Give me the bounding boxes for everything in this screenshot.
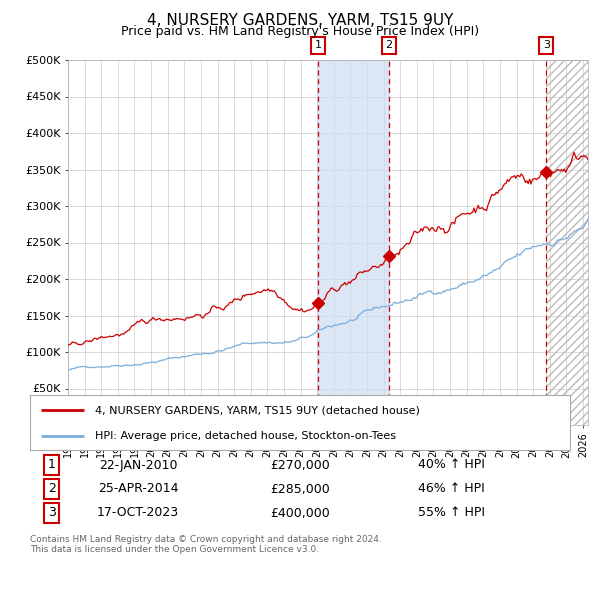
Text: 2: 2 [385, 40, 392, 50]
Text: 17-OCT-2023: 17-OCT-2023 [97, 506, 179, 520]
Text: Contains HM Land Registry data © Crown copyright and database right 2024.
This d: Contains HM Land Registry data © Crown c… [30, 535, 382, 555]
Text: £285,000: £285,000 [270, 483, 330, 496]
Text: 46% ↑ HPI: 46% ↑ HPI [418, 483, 485, 496]
Text: 3: 3 [47, 506, 56, 520]
Text: 2: 2 [47, 483, 56, 496]
Text: 1: 1 [47, 458, 56, 471]
Text: Price paid vs. HM Land Registry's House Price Index (HPI): Price paid vs. HM Land Registry's House … [121, 25, 479, 38]
Text: 25-APR-2014: 25-APR-2014 [98, 483, 178, 496]
Text: 4, NURSERY GARDENS, YARM, TS15 9UY: 4, NURSERY GARDENS, YARM, TS15 9UY [147, 13, 453, 28]
Text: £400,000: £400,000 [270, 506, 330, 520]
Text: 4, NURSERY GARDENS, YARM, TS15 9UY (detached house): 4, NURSERY GARDENS, YARM, TS15 9UY (deta… [95, 405, 419, 415]
Bar [318, 60, 389, 425]
Text: HPI: Average price, detached house, Stockton-on-Tees: HPI: Average price, detached house, Stoc… [95, 431, 396, 441]
Text: 40% ↑ HPI: 40% ↑ HPI [418, 458, 485, 471]
Text: £270,000: £270,000 [270, 458, 330, 471]
Text: 1: 1 [314, 40, 322, 50]
Text: 3: 3 [543, 40, 550, 50]
Text: 55% ↑ HPI: 55% ↑ HPI [418, 506, 485, 520]
Text: 22-JAN-2010: 22-JAN-2010 [99, 458, 177, 471]
